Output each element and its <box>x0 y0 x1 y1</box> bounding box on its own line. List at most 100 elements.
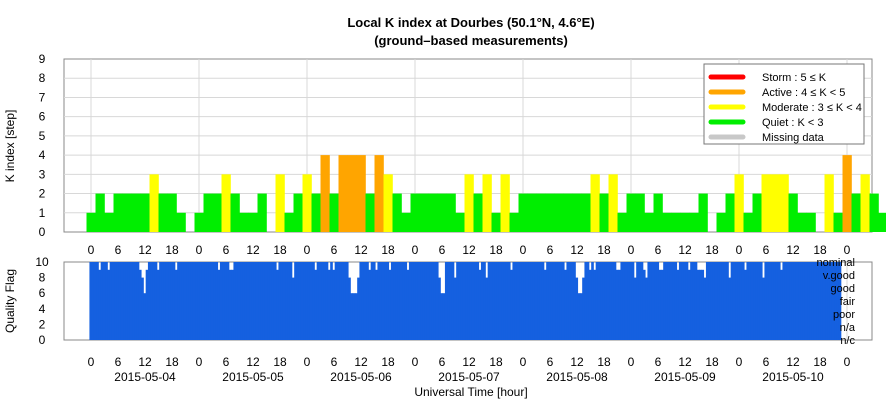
quality-bar <box>705 262 709 340</box>
quality-bar <box>802 262 806 340</box>
quality-bar <box>487 262 491 340</box>
k-x-tick-label: 6 <box>547 243 554 257</box>
quality-bar <box>822 262 826 340</box>
quality-bar <box>629 262 633 340</box>
quality-bar <box>267 262 270 340</box>
quality-bar <box>406 269 410 340</box>
k-bar <box>464 174 474 232</box>
quality-bar <box>341 262 345 340</box>
k-bar <box>230 193 240 232</box>
quality-bar <box>728 277 732 340</box>
quality-bar <box>361 262 365 340</box>
k-bar <box>626 193 636 232</box>
k-bar <box>671 212 681 232</box>
quality-bar <box>831 262 835 340</box>
quality-bar <box>530 262 534 340</box>
quality-bar <box>433 262 437 340</box>
legend-entry-label: Storm : 5 ≤ K <box>762 72 827 84</box>
quality-bar <box>548 262 552 340</box>
quality-bar <box>703 277 707 340</box>
quality-bar <box>678 262 682 340</box>
quality-bar <box>109 262 113 340</box>
k-bar <box>203 193 213 232</box>
q-x-tick-label: 12 <box>354 355 368 369</box>
quality-bar <box>759 262 763 340</box>
k-bar <box>95 193 105 232</box>
quality-bar <box>422 262 426 340</box>
quality-bar <box>642 269 646 340</box>
k-bar <box>338 155 348 232</box>
q-x-tick-label: 12 <box>246 355 260 369</box>
quality-bar <box>829 262 833 340</box>
quality-bar <box>138 269 142 340</box>
k-x-tick-label: 18 <box>165 243 179 257</box>
quality-bar <box>541 262 545 340</box>
q-x-tick-label: 18 <box>165 355 179 369</box>
quality-bar <box>773 262 777 340</box>
k-bar <box>293 193 303 232</box>
quality-bar <box>316 262 320 340</box>
quality-bar <box>235 262 239 340</box>
quality-bar <box>492 262 495 340</box>
quality-bar <box>327 269 331 340</box>
k-bar <box>698 193 708 232</box>
quality-bar <box>523 262 527 340</box>
quality-bar <box>233 262 237 340</box>
quality-bar <box>307 262 311 340</box>
k-bar <box>275 174 285 232</box>
q-x-tick-label: 0 <box>304 355 311 369</box>
quality-bar <box>246 262 250 340</box>
quality-bar <box>622 262 626 340</box>
k-bar <box>860 174 870 232</box>
k-bar <box>221 174 231 232</box>
k-y-tick-label: 9 <box>39 52 46 66</box>
quality-bar <box>570 262 574 340</box>
quality-bar <box>507 262 511 340</box>
quality-bar <box>503 262 507 340</box>
quality-bar <box>595 262 599 340</box>
k-bar <box>329 193 339 232</box>
quality-bar <box>249 262 252 340</box>
q-x-tick-label: 0 <box>520 355 527 369</box>
quality-bar <box>411 262 414 340</box>
quality-bar <box>350 293 354 340</box>
k-bar <box>608 174 618 232</box>
quality-bar <box>183 262 187 340</box>
k-y-tick-label: 1 <box>39 206 46 220</box>
quality-bar <box>453 277 457 340</box>
k-bar <box>194 212 204 232</box>
quality-bar <box>147 262 151 340</box>
quality-bar <box>514 262 518 340</box>
quality-bar <box>674 262 678 340</box>
k-bar <box>419 193 429 232</box>
quality-bar <box>172 262 176 340</box>
quality-bar <box>303 262 306 340</box>
quality-bar <box>647 262 651 340</box>
quality-bar <box>631 262 635 340</box>
legend-entry-label: Missing data <box>762 132 825 144</box>
quality-bar <box>735 262 738 340</box>
quality-bar <box>640 262 644 340</box>
k-y-tick-label: 5 <box>39 129 46 143</box>
quality-bar <box>352 293 356 340</box>
quality-bar <box>692 262 696 340</box>
quality-bar <box>417 262 421 340</box>
quality-bar <box>633 277 637 340</box>
quality-bar <box>224 262 228 340</box>
quality-bar <box>771 262 774 340</box>
quality-bar <box>584 262 588 340</box>
quality-bar <box>276 269 279 340</box>
quality-bar <box>676 269 680 340</box>
quality-bar <box>258 262 261 340</box>
q-x-tick-label: 18 <box>489 355 503 369</box>
quality-axis-label: Quality Flag <box>3 269 17 333</box>
quality-bar <box>505 262 509 340</box>
quality-bar <box>798 262 801 340</box>
k-bar <box>770 174 780 232</box>
quality-bar <box>672 262 675 340</box>
quality-bar <box>262 262 266 340</box>
quality-bar <box>613 262 617 340</box>
quality-bar <box>485 277 489 340</box>
quality-bar <box>105 262 108 340</box>
k-bar <box>743 212 753 232</box>
